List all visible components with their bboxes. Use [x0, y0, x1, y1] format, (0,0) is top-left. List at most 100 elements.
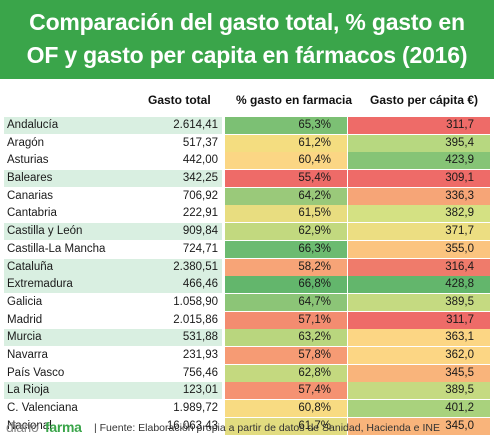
- table-row: C. Valenciana 1.989,72 60,8% 401,2: [0, 400, 494, 418]
- brand-logo-farma: farma: [45, 419, 82, 435]
- gasto-per-capita-value: 395,4: [348, 134, 490, 152]
- gasto-per-capita-value: 345,0: [348, 417, 490, 435]
- table-row: Asturias 442,00 60,4% 423,9: [0, 152, 494, 170]
- pct-gasto-farmacia-value: 64,2%: [225, 187, 347, 205]
- pct-gasto-farmacia-value: 62,8%: [225, 364, 347, 382]
- row-background: [4, 117, 222, 134]
- gasto-per-capita-value: 336,3: [348, 187, 490, 205]
- data-table: Andalucía 2.614,41 65,3% 311,7 Aragón 517,37 6…: [0, 117, 494, 435]
- table-row: País Vasco 756,46 62,8% 345,5: [0, 364, 494, 383]
- column-header-pct-gasto-farmacia: % gasto en farmacia: [236, 93, 353, 107]
- gasto-total-value: 517,37: [182, 136, 218, 149]
- row-background: [4, 205, 222, 223]
- region-name: Baleares: [7, 172, 53, 185]
- table-row: Canarias 706,92 64,2% 336,3: [0, 187, 494, 206]
- gasto-per-capita-value: 309,1: [348, 170, 490, 188]
- gasto-per-capita-value: 345,5: [348, 364, 490, 382]
- gasto-total-value: 1.058,90: [173, 295, 218, 308]
- table-row: Andalucía 2.614,41 65,3% 311,7: [0, 117, 494, 135]
- gasto-total-value: 706,92: [182, 189, 218, 202]
- gasto-total-value: 222,91: [182, 207, 218, 220]
- row-background: [4, 400, 222, 417]
- title-banner: Comparación del gasto total, % gasto en …: [0, 0, 494, 79]
- column-header-gasto-per-capita: Gasto per cápita €): [370, 93, 479, 107]
- column-header-gasto-total: Gasto total: [148, 93, 211, 107]
- row-background: [4, 382, 222, 400]
- row-background: [4, 417, 222, 435]
- gasto-total-value: 756,46: [182, 366, 218, 379]
- table-row: Galicia 1.058,90 64,7% 389,5: [0, 293, 494, 312]
- pct-gasto-farmacia-value: 64,7%: [225, 293, 347, 311]
- region-name: Castilla-La Mancha: [7, 242, 106, 255]
- gasto-total-value: 123,01: [182, 384, 218, 397]
- footer: diario farma | Fuente: Elaboración propi…: [0, 418, 494, 438]
- table-row: La Rioja 123,01 57,4% 389,5: [0, 382, 494, 400]
- region-name: Nacional: [7, 419, 52, 432]
- row-background: [4, 152, 222, 170]
- gasto-total-value: 1.989,72: [173, 402, 218, 414]
- gasto-per-capita-value: 382,9: [348, 205, 490, 223]
- table-row: Castilla-La Mancha 724,71 66,3% 355,0: [0, 240, 494, 259]
- pct-gasto-farmacia-value: 55,4%: [225, 170, 347, 188]
- gasto-total-value: 2.380,51: [173, 260, 218, 273]
- chart-title-line-1: Comparación del gasto total, % gasto en: [29, 9, 465, 35]
- gasto-per-capita-value: 371,7: [348, 223, 490, 241]
- pct-gasto-farmacia-value: 65,3%: [225, 117, 347, 134]
- row-background: [4, 258, 222, 276]
- gasto-per-capita-value: 311,7: [348, 311, 490, 329]
- row-background: [4, 311, 222, 329]
- brand-logo-diario: diario: [6, 419, 39, 435]
- gasto-total-value: 909,84: [182, 225, 218, 238]
- pct-gasto-farmacia-value: 58,2%: [225, 258, 347, 276]
- region-name: Aragón: [7, 136, 45, 149]
- region-name: Cataluña: [7, 260, 54, 273]
- row-background: [4, 293, 222, 311]
- pct-gasto-farmacia-value: 60,4%: [225, 152, 347, 170]
- gasto-per-capita-value: 355,0: [348, 240, 490, 258]
- gasto-per-capita-value: 316,4: [348, 258, 490, 276]
- table-row: Extremadura 466,46 66,8% 428,8: [0, 276, 494, 294]
- region-name: Cantabria: [7, 207, 57, 220]
- row-background: [4, 134, 222, 152]
- region-name: Galicia: [7, 295, 43, 308]
- gasto-per-capita-value: 389,5: [348, 293, 490, 311]
- pct-gasto-farmacia-value: 57,1%: [225, 311, 347, 329]
- chart-title-line-2: OF y gasto per capita en fármacos (2016): [26, 42, 468, 68]
- table-row: Cataluña 2.380,51 58,2% 316,4: [0, 258, 494, 277]
- row-background: [4, 170, 222, 188]
- row-background: [4, 187, 222, 205]
- gasto-total-value: 466,46: [182, 278, 218, 291]
- gasto-per-capita-value: 401,2: [348, 400, 490, 417]
- pct-gasto-farmacia-value: 57,4%: [225, 382, 347, 400]
- pct-gasto-farmacia-value: 63,2%: [225, 329, 347, 347]
- gasto-total-value: 531,88: [182, 331, 218, 344]
- region-name: Extremadura: [7, 278, 73, 291]
- pct-gasto-farmacia-value: 61,5%: [225, 205, 347, 223]
- table-row: Murcia 531,88 63,2% 363,1: [0, 329, 494, 347]
- table-row: Madrid 2.015,86 57,1% 311,7: [0, 311, 494, 330]
- region-name: Navarra: [7, 348, 48, 361]
- pct-gasto-farmacia-value: 66,8%: [225, 276, 347, 294]
- pct-gasto-farmacia-value: 62,9%: [225, 223, 347, 241]
- row-background: [4, 276, 222, 294]
- gasto-total-value: 2.614,41: [173, 119, 218, 131]
- gasto-total-value: 342,25: [182, 172, 218, 185]
- table-row: Navarra 231,93 57,8% 362,0: [0, 346, 494, 365]
- region-name: Castilla y León: [7, 225, 83, 238]
- row-background: [4, 346, 222, 364]
- row-background: [4, 364, 222, 382]
- row-background: [4, 240, 222, 258]
- gasto-per-capita-value: 423,9: [348, 152, 490, 170]
- region-name: C. Valenciana: [7, 402, 78, 414]
- row-background: [4, 223, 222, 241]
- region-name: Madrid: [7, 313, 43, 326]
- gasto-per-capita-value: 428,8: [348, 276, 490, 294]
- region-name: Andalucía: [7, 119, 59, 131]
- region-name: Murcia: [7, 331, 42, 344]
- gasto-per-capita-value: 311,7: [348, 117, 490, 134]
- table-row: Baleares 342,25 55,4% 309,1: [0, 170, 494, 188]
- region-name: Canarias: [7, 189, 54, 202]
- pct-gasto-farmacia-value: 61,2%: [225, 134, 347, 152]
- row-background: [4, 329, 222, 347]
- region-name: País Vasco: [7, 366, 65, 379]
